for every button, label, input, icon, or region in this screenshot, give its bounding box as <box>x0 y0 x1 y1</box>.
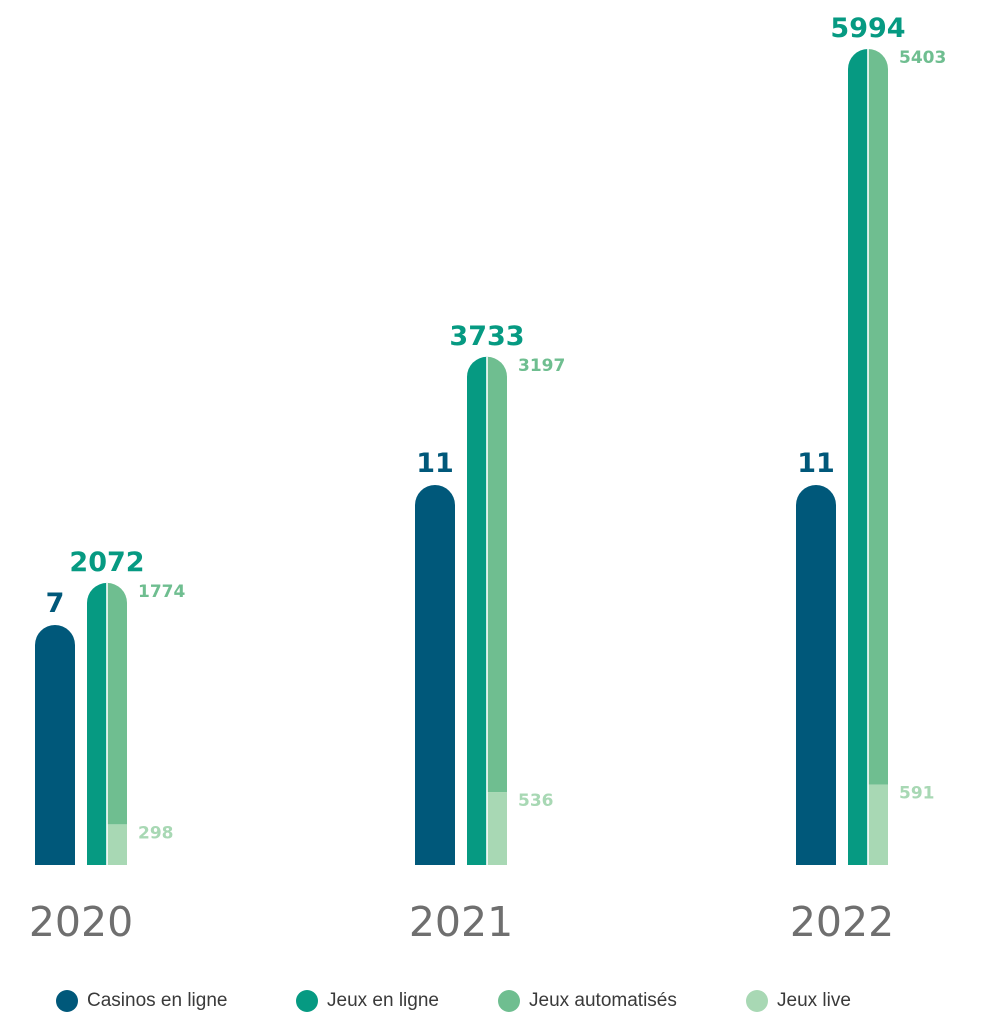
label-casinos-2022: 11 <box>797 448 835 479</box>
bar-jeux-automatises-2020 <box>107 582 127 825</box>
label-jeux-automatises-2021: 3197 <box>518 356 565 376</box>
bar-jeux-en-ligne-2020 <box>87 582 107 865</box>
legend-item-jeux-en-ligne: Jeux en ligne <box>296 986 439 1016</box>
bar-jeux-en-ligne-2022 <box>848 49 868 865</box>
bar-jeux-automatises-2021 <box>487 356 507 793</box>
label-casinos-2020: 7 <box>46 588 65 619</box>
bar-jeux-live-2021 <box>487 792 507 865</box>
legend-item-casinos: Casinos en ligne <box>56 986 227 1016</box>
label-jeux-en-ligne-2020: 2072 <box>69 547 144 578</box>
label-jeux-live-2020: 298 <box>138 823 174 843</box>
year-label-2022: 2022 <box>790 898 894 946</box>
legend-label-jeux-automatises: Jeux automatisés <box>529 990 677 1011</box>
label-jeux-live-2022: 591 <box>899 784 935 804</box>
legend-dot-jeux-en-ligne <box>296 990 318 1012</box>
legend-label-jeux-live: Jeux live <box>777 990 851 1011</box>
label-jeux-en-ligne-2021: 3733 <box>449 321 524 352</box>
legend-dot-casinos <box>56 990 78 1012</box>
legend-label-jeux-en-ligne: Jeux en ligne <box>327 990 439 1011</box>
chart-legend: Casinos en ligne Jeux en ligne Jeux auto… <box>0 986 983 1016</box>
legend-item-jeux-automatises: Jeux automatisés <box>498 986 677 1016</box>
bar-jeux-live-2020 <box>107 824 127 865</box>
year-label-2020: 2020 <box>29 898 133 946</box>
label-jeux-automatises-2022: 5403 <box>899 48 946 68</box>
bar-casinos-2022 <box>796 485 836 865</box>
label-jeux-live-2021: 536 <box>518 791 554 811</box>
label-jeux-automatises-2020: 1774 <box>138 582 185 602</box>
year-label-2021: 2021 <box>409 898 513 946</box>
bar-jeux-automatises-2022 <box>868 49 888 785</box>
label-casinos-2021: 11 <box>416 448 454 479</box>
legend-item-jeux-live: Jeux live <box>746 986 851 1016</box>
bar-jeux-en-ligne-2021 <box>467 356 487 865</box>
legend-label-casinos: Casinos en ligne <box>87 990 228 1011</box>
legend-dot-jeux-live <box>746 990 768 1012</box>
legend-dot-jeux-automatises <box>498 990 520 1012</box>
bar-casinos-2021 <box>415 485 455 865</box>
bar-casinos-2020 <box>35 625 75 865</box>
label-jeux-en-ligne-2022: 5994 <box>830 13 905 44</box>
bar-jeux-live-2022 <box>868 784 888 865</box>
